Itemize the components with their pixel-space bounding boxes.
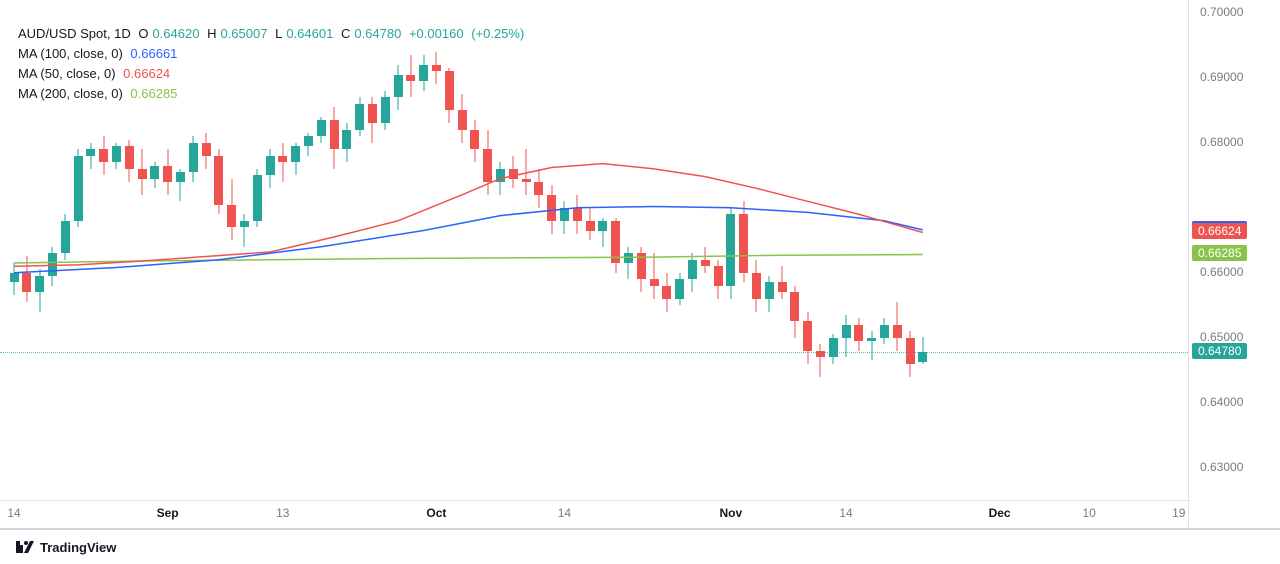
low-value: 0.64601 <box>286 26 333 41</box>
y-badge: 0.66285 <box>1192 245 1247 261</box>
x-tick-label: Dec <box>989 506 1011 520</box>
close-value: 0.64780 <box>354 26 401 41</box>
legend: AUD/USD Spot, 1D O 0.64620 H 0.65007 L 0.64… <box>18 24 528 104</box>
candle <box>752 0 761 500</box>
y-tick-label: 0.63000 <box>1200 460 1243 474</box>
y-tick-label: 0.66000 <box>1200 265 1243 279</box>
candle <box>598 0 607 500</box>
y-badge: 0.64780 <box>1192 343 1247 359</box>
y-tick-label: 0.68000 <box>1200 135 1243 149</box>
candle <box>624 0 633 500</box>
footer: TradingView <box>0 530 1280 564</box>
candle <box>714 0 723 500</box>
high-label: H <box>207 26 216 41</box>
candle <box>637 0 646 500</box>
ma100-row: MA (100, close, 0) 0.66661 <box>18 44 528 64</box>
x-tick-label: 13 <box>276 506 289 520</box>
y-axis[interactable]: 0.70000 0.69000 0.68000 0.66000 0.65000 0.640… <box>1188 0 1280 500</box>
candle <box>790 0 799 500</box>
x-tick-label: Nov <box>719 506 742 520</box>
candle <box>701 0 710 500</box>
ma200-value: 0.66285 <box>130 86 177 101</box>
low-label: L <box>275 26 282 41</box>
candle <box>918 0 927 500</box>
chart-container: { "legend":{ "symbol":"AUD/USD Spot, 1D"… <box>0 0 1280 564</box>
candle <box>829 0 838 500</box>
candle <box>880 0 889 500</box>
candle <box>765 0 774 500</box>
candle <box>611 0 620 500</box>
candle <box>586 0 595 500</box>
candle <box>560 0 569 500</box>
candle <box>573 0 582 500</box>
ma50-row: MA (50, close, 0) 0.66624 <box>18 64 528 84</box>
x-tick-label: 14 <box>839 506 852 520</box>
candle <box>534 0 543 500</box>
open-label: O <box>138 26 148 41</box>
symbol-row: AUD/USD Spot, 1D O 0.64620 H 0.65007 L 0.64… <box>18 24 528 44</box>
candle <box>650 0 659 500</box>
candle <box>854 0 863 500</box>
candle <box>675 0 684 500</box>
change-value: +0.00160 <box>409 26 464 41</box>
symbol-label: AUD/USD Spot, 1D <box>18 26 131 41</box>
ma50-value: 0.66624 <box>123 66 170 81</box>
change-pct: (+0.25%) <box>471 26 524 41</box>
candle <box>842 0 851 500</box>
y-tick-label: 0.65000 <box>1200 330 1243 344</box>
ma100-value: 0.66661 <box>130 46 177 61</box>
x-tick-label: 10 <box>1083 506 1096 520</box>
y-tick-label: 0.69000 <box>1200 70 1243 84</box>
y-tick-label: 0.70000 <box>1200 5 1243 19</box>
x-tick-label: Oct <box>426 506 446 520</box>
ma200-row: MA (200, close, 0) 0.66285 <box>18 84 528 104</box>
candle <box>739 0 748 500</box>
x-tick-label: 19 <box>1172 506 1185 520</box>
candle <box>893 0 902 500</box>
candle <box>867 0 876 500</box>
candle <box>816 0 825 500</box>
tradingview-logo-icon <box>16 541 34 553</box>
candle <box>778 0 787 500</box>
brand-label: TradingView <box>40 540 116 555</box>
open-value: 0.64620 <box>152 26 199 41</box>
y-tick-label: 0.64000 <box>1200 395 1243 409</box>
close-label: C <box>341 26 350 41</box>
candle <box>547 0 556 500</box>
high-value: 0.65007 <box>220 26 267 41</box>
x-tick-label: 14 <box>558 506 571 520</box>
candle <box>662 0 671 500</box>
candle <box>803 0 812 500</box>
x-tick-label: Sep <box>157 506 179 520</box>
candle <box>688 0 697 500</box>
y-badge: 0.66624 <box>1192 223 1247 239</box>
candle <box>906 0 915 500</box>
x-tick-label: 14 <box>7 506 20 520</box>
candle <box>726 0 735 500</box>
x-axis[interactable]: 14 Sep 13 Oct 14 Nov 14 Dec 10 19 <box>0 500 1188 528</box>
